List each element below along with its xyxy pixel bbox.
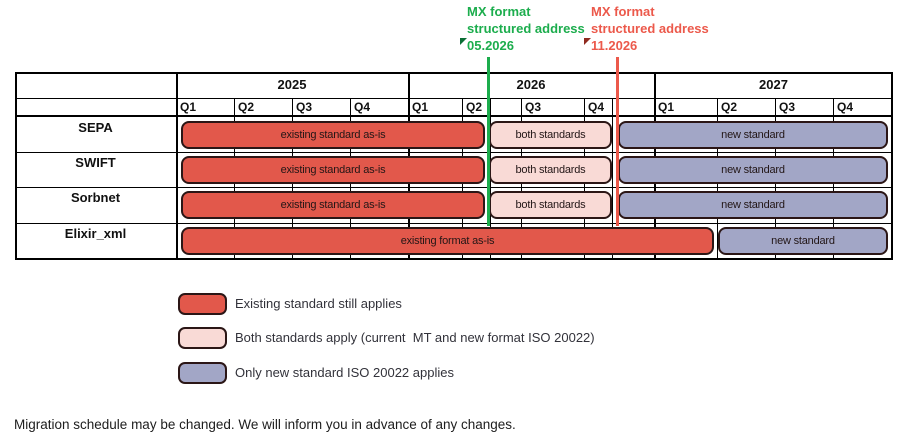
quarter-header: Q3 <box>296 100 313 114</box>
legend-swatch-new <box>178 362 227 384</box>
quarter-header: Q2 <box>721 100 738 114</box>
bar-sorbnet-both: both standards <box>489 191 612 219</box>
grid-line <box>15 115 893 117</box>
quarter-header: Q3 <box>779 100 796 114</box>
bar-sepa-both: both standards <box>489 121 612 149</box>
quarter-header: Q1 <box>412 100 429 114</box>
legend-swatch-both <box>178 327 227 349</box>
quarter-header: Q4 <box>588 100 605 114</box>
bar-sorbnet-new: new standard <box>618 191 888 219</box>
row-label-sorbnet: Sorbnet <box>70 190 121 205</box>
year-header-2026: 2026 <box>516 77 546 92</box>
year-header-2025: 2025 <box>277 77 307 92</box>
row-label-swift: SWIFT <box>75 155 116 170</box>
bar-swift-new: new standard <box>618 156 888 184</box>
milestone-label-green: MX format structured address 05.2026 <box>460 3 585 54</box>
bar-sorbnet-existing: existing standard as-is <box>181 191 485 219</box>
bar-elixir-existing: existing format as-is <box>181 227 714 255</box>
quarter-header: Q3 <box>525 100 542 114</box>
milestone-flag-icon <box>460 38 467 45</box>
milestone-text-line2: structured address <box>591 21 709 36</box>
milestone-label-red: MX format structured address 11.2026 <box>584 3 709 54</box>
legend-label-both: Both standards apply (current MT and new… <box>235 330 595 345</box>
milestone-text-line2: structured address <box>467 21 585 36</box>
legend-label-existing: Existing standard still applies <box>235 296 402 311</box>
row-label-elixir-xml: Elixir_xml <box>64 226 127 241</box>
schedule-table-border <box>15 72 893 260</box>
bar-sepa-existing: existing standard as-is <box>181 121 485 149</box>
grid-line <box>15 152 893 153</box>
grid-line <box>612 98 613 258</box>
quarter-header: Q4 <box>837 100 854 114</box>
bar-sepa-new: new standard <box>618 121 888 149</box>
quarter-header: Q1 <box>180 100 197 114</box>
footer-note: Migration schedule may be changed. We wi… <box>14 417 516 432</box>
quarter-header: Q1 <box>658 100 675 114</box>
legend-swatch-existing <box>178 293 227 315</box>
milestone-flag-icon <box>584 38 591 45</box>
legend-label-new: Only new standard ISO 20022 applies <box>235 365 454 380</box>
milestone-text-line1: MX format <box>591 4 655 19</box>
bar-swift-both: both standards <box>489 156 612 184</box>
year-header-2027: 2027 <box>759 77 788 92</box>
bar-swift-existing: existing standard as-is <box>181 156 485 184</box>
grid-line <box>15 187 893 188</box>
quarter-header: Q4 <box>354 100 371 114</box>
milestone-text-line1: MX format <box>467 4 531 19</box>
bar-elixir-new: new standard <box>718 227 888 255</box>
milestone-line-11-2026 <box>616 57 619 226</box>
grid-line <box>176 72 178 260</box>
grid-line <box>15 98 893 99</box>
milestone-line-05-2026 <box>487 57 490 226</box>
quarter-header: Q2 <box>466 100 483 114</box>
milestone-date: 11.2026 <box>584 37 709 54</box>
milestone-date: 05.2026 <box>460 37 585 54</box>
row-label-sepa: SEPA <box>78 120 113 135</box>
grid-line <box>15 223 893 224</box>
quarter-header: Q2 <box>238 100 255 114</box>
